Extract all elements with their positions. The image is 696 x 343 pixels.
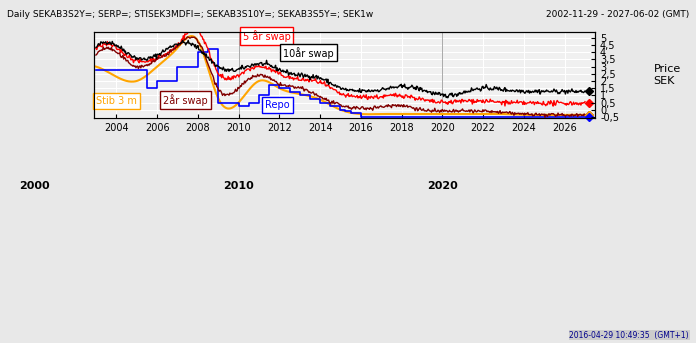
Text: 2010: 2010: [223, 181, 254, 191]
Text: 2016-04-29 10:49:35  (GMT+1): 2016-04-29 10:49:35 (GMT+1): [569, 331, 689, 340]
Y-axis label: Price
SEK: Price SEK: [654, 64, 681, 86]
Text: Daily SEKAB3S2Y=; SERP=; STISEK3MDFI=; SEKAB3S10Y=; SEKAB3S5Y=; SEK1w: Daily SEKAB3S2Y=; SERP=; STISEK3MDFI=; S…: [7, 10, 373, 19]
Text: 2000: 2000: [19, 181, 50, 191]
Text: 2020: 2020: [427, 181, 458, 191]
Text: 5 år swap: 5 år swap: [243, 30, 290, 42]
Text: 10år swap: 10år swap: [283, 47, 334, 59]
Text: 2002-11-29 - 2027-06-02 (GMT): 2002-11-29 - 2027-06-02 (GMT): [546, 10, 689, 19]
Text: Stib 3 m: Stib 3 m: [96, 96, 137, 106]
Text: Repo: Repo: [265, 100, 290, 110]
Text: 2år swap: 2år swap: [163, 94, 208, 106]
